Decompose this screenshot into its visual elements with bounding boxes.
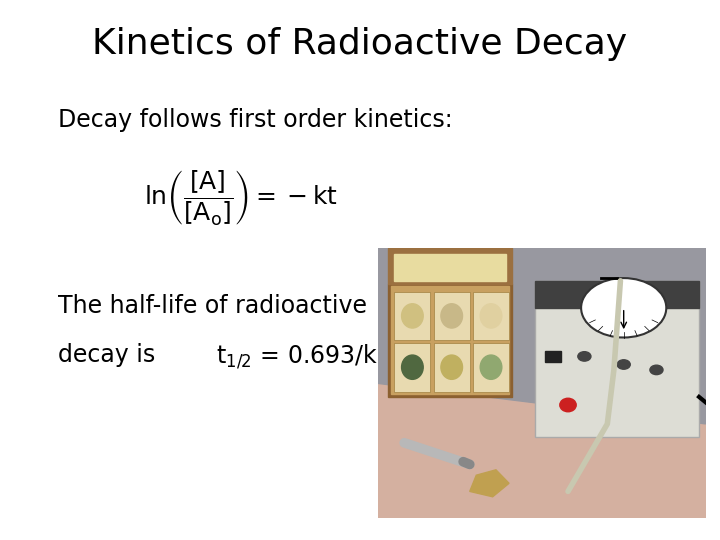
Ellipse shape bbox=[402, 303, 423, 328]
Polygon shape bbox=[388, 248, 513, 284]
Bar bbox=[433, 343, 469, 391]
Text: decay is: decay is bbox=[58, 343, 155, 367]
Bar bbox=[395, 292, 431, 340]
Bar bbox=[535, 281, 699, 308]
Ellipse shape bbox=[617, 360, 630, 369]
Bar bbox=[473, 292, 509, 340]
Bar bbox=[433, 292, 469, 340]
Text: The half-life of radioactive: The half-life of radioactive bbox=[58, 294, 366, 318]
Ellipse shape bbox=[578, 352, 591, 361]
Polygon shape bbox=[378, 383, 706, 518]
Ellipse shape bbox=[480, 303, 502, 328]
Ellipse shape bbox=[441, 303, 462, 328]
Polygon shape bbox=[469, 470, 509, 497]
Ellipse shape bbox=[441, 355, 462, 379]
Text: Kinetics of Radioactive Decay: Kinetics of Radioactive Decay bbox=[92, 27, 628, 61]
Ellipse shape bbox=[480, 355, 502, 379]
Text: $\mathsf{t_{1/2}}$ = 0.693/k: $\mathsf{t_{1/2}}$ = 0.693/k bbox=[216, 343, 378, 371]
Bar bbox=[395, 343, 431, 391]
Bar bbox=[388, 284, 513, 397]
Text: $\mathsf{ln\left(\dfrac{[A]}{[A_o]}\right) = -kt}$: $\mathsf{ln\left(\dfrac{[A]}{[A_o]}\righ… bbox=[144, 167, 338, 227]
Ellipse shape bbox=[560, 399, 576, 411]
Bar bbox=[395, 254, 505, 281]
Ellipse shape bbox=[402, 355, 423, 379]
Bar bbox=[535, 281, 699, 437]
Bar bbox=[391, 286, 509, 394]
Ellipse shape bbox=[581, 278, 666, 338]
Text: Decay follows first order kinetics:: Decay follows first order kinetics: bbox=[58, 108, 452, 132]
Bar bbox=[545, 351, 562, 362]
Ellipse shape bbox=[650, 365, 663, 375]
Polygon shape bbox=[378, 248, 706, 424]
Bar bbox=[473, 343, 509, 391]
